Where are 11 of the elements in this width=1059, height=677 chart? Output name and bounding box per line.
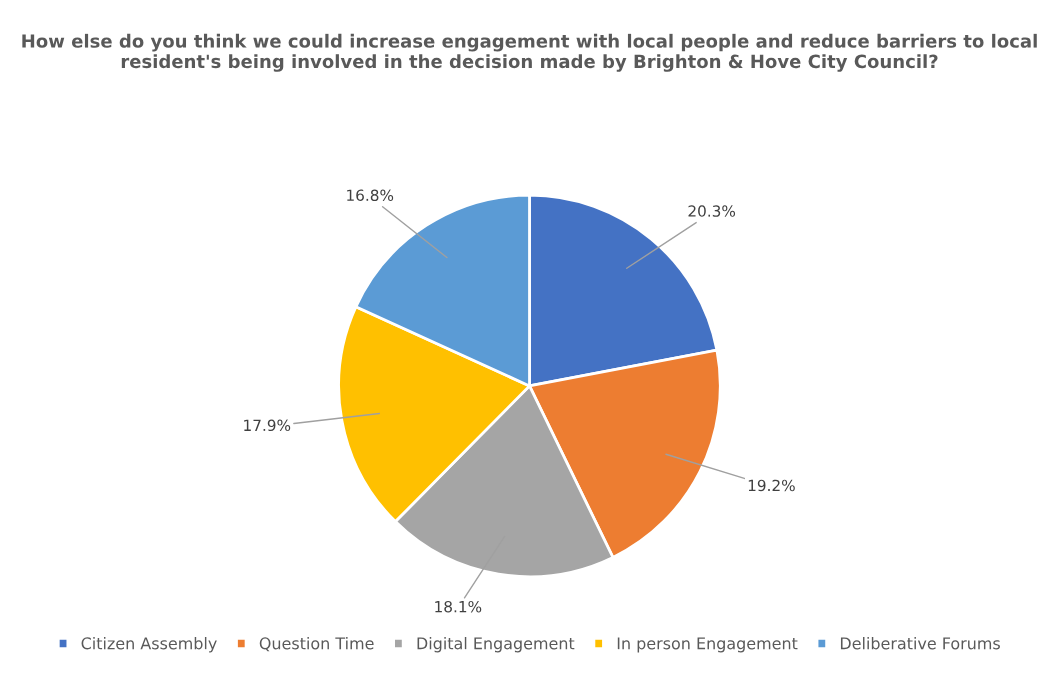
data-label: 16.8% <box>347 189 394 201</box>
chart-title: How else do you think we could increase engagement with local people and reduce barriers to local resident's being involved in the decision made by Brighton & Hove City Council? <box>22 33 1037 72</box>
legend-label: Deliberative Forums <box>840 637 1000 650</box>
data-label: 20.3% <box>688 205 736 217</box>
legend-label: In person Engagement <box>617 637 798 653</box>
data-label: 19.2% <box>748 479 795 492</box>
legend-label: Digital Engagement <box>417 637 575 653</box>
data-label: 18.1% <box>435 600 482 613</box>
legend-label: Question Time <box>259 637 374 652</box>
legend-label: Citizen Assembly <box>81 637 217 653</box>
data-label: 17.9% <box>244 419 291 432</box>
